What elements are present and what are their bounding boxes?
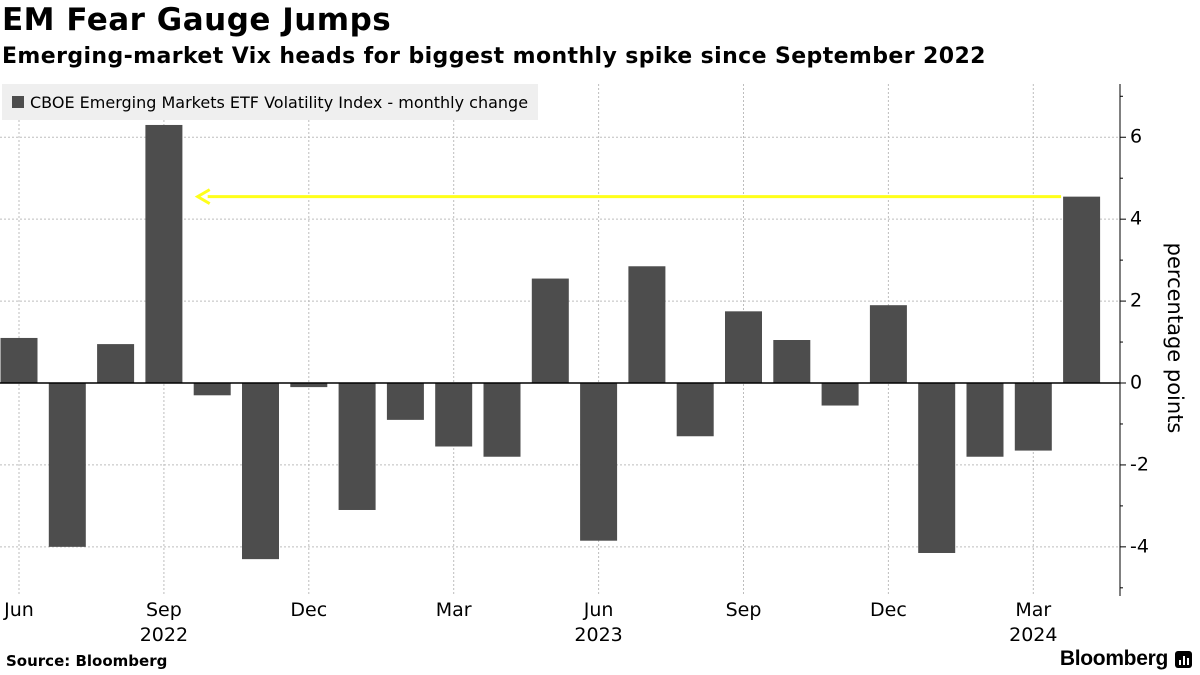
y-tick-label: 2: [1130, 290, 1142, 312]
x-tick-label: Dec: [870, 599, 907, 621]
legend-label: CBOE Emerging Markets ETF Volatility Ind…: [30, 92, 529, 112]
x-tick-label: Dec: [290, 599, 327, 621]
bar: [48, 383, 86, 547]
bar: [869, 305, 907, 384]
bar: [0, 337, 38, 384]
bar: [435, 383, 473, 447]
bar: [193, 383, 231, 396]
bar: [966, 383, 1004, 457]
bloomberg-chart-icon: [1175, 651, 1192, 668]
x-tick-label: Mar: [1015, 599, 1051, 621]
x-tick-label: Jun: [3, 599, 34, 621]
bar: [483, 383, 521, 457]
x-year-label: 2023: [574, 624, 622, 646]
x-tick-label: Sep: [726, 599, 762, 621]
bar: [725, 311, 762, 384]
bar: [531, 278, 569, 384]
legend: CBOE Emerging Markets ETF Volatility Ind…: [2, 84, 539, 120]
bar: [242, 383, 279, 560]
x-year-label: 2022: [140, 624, 188, 646]
bar: [1063, 196, 1101, 384]
legend-swatch: [12, 96, 24, 108]
bar: [676, 383, 714, 437]
y-axis-label: percentage points: [1163, 243, 1187, 434]
x-tick-label: Jun: [583, 599, 614, 621]
bar: [918, 383, 956, 553]
bar: [821, 383, 859, 406]
annotation-arrow: [194, 188, 1062, 205]
source-note: Source: Bloomberg: [6, 652, 168, 670]
bar: [290, 383, 328, 388]
y-axis: 6 4 2 0 -2 -4: [1119, 84, 1149, 596]
bar: [386, 383, 424, 420]
y-tick-label: -4: [1130, 535, 1149, 557]
x-axis: Jun Sep 2022 Dec Mar Jun 2023 Sep Dec Mar 2024: [3, 599, 1057, 646]
bar: [773, 340, 811, 384]
bar: [338, 383, 376, 510]
bar: [628, 266, 666, 384]
chart-title: EM Fear Gauge Jumps: [2, 2, 392, 38]
y-tick-label: 6: [1130, 126, 1142, 148]
y-tick-label: 0: [1130, 372, 1142, 394]
annotation-arrow-head: [194, 188, 211, 205]
x-tick-label: Sep: [146, 599, 182, 621]
x-year-label: 2024: [1009, 624, 1057, 646]
bar: [145, 124, 183, 384]
bar: [580, 383, 618, 541]
chart-subtitle: Emerging-market Vix heads for biggest mo…: [2, 44, 986, 69]
y-tick-label: -2: [1130, 453, 1149, 475]
bar: [1014, 383, 1052, 451]
bloomberg-logo-text: Bloomberg: [1059, 647, 1168, 670]
x-tick-label: Mar: [436, 599, 472, 621]
bars: [0, 124, 1120, 560]
bar: [97, 344, 135, 384]
y-tick-label: 4: [1130, 208, 1142, 230]
